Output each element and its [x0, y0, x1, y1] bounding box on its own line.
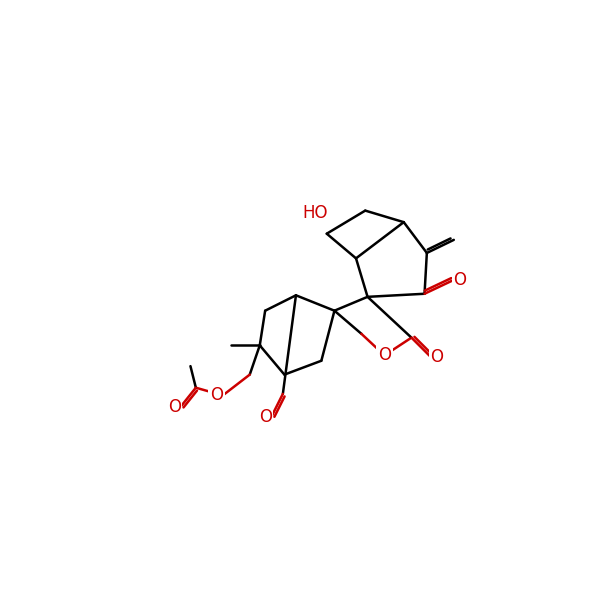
Text: O: O: [259, 408, 272, 426]
Text: HO: HO: [302, 204, 328, 222]
Text: O: O: [210, 386, 223, 404]
Text: O: O: [454, 271, 466, 289]
Text: O: O: [168, 398, 181, 416]
Text: O: O: [430, 348, 443, 366]
Text: O: O: [378, 346, 391, 364]
